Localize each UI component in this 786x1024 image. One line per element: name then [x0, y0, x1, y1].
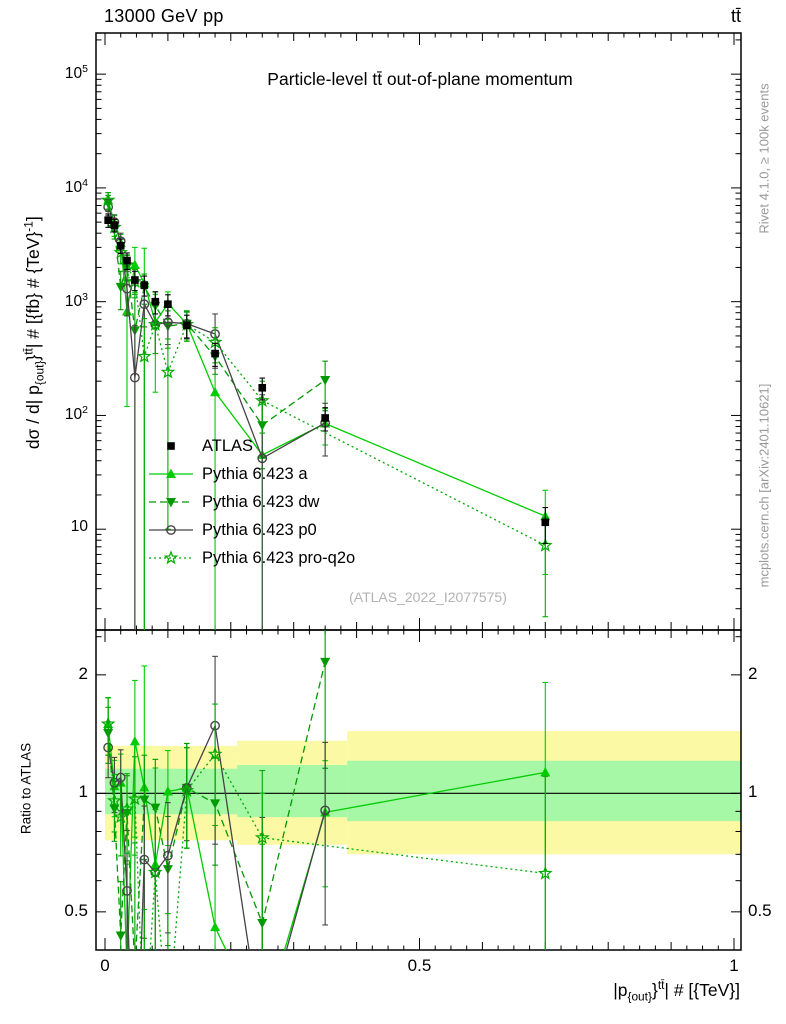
legend-label: Pythia 6.423 dw [202, 492, 320, 511]
xtick-1: 1 [729, 956, 739, 975]
rivet-version-credit: Rivet 4.1.0, ≥ 100k events [756, 83, 772, 234]
y-axis-label-main: dσ / d| p{out}}tt̄| # [{fb} # {TeV}-1] [21, 216, 47, 450]
ytick-ratio-left-1: 1 [78, 782, 88, 802]
xtick-0: 0 [100, 956, 110, 975]
ytick-ratio-left-2: 2 [78, 663, 88, 683]
series-atlas-main [104, 213, 550, 544]
x-axis-label: |p{out}}tt̄| # [{TeV}] [613, 978, 740, 1004]
mcplots-credit: mcplots.cern.ch [arXiv:2401.10621] [756, 383, 772, 588]
legend-label: ATLAS [202, 436, 254, 455]
ytick-ratio-right-1: 1 [748, 782, 758, 802]
xtick-0.5: 0.5 [407, 956, 432, 975]
legend-label: Pythia 6.423 pro-q2o [202, 548, 356, 567]
ytick-main-1e1: 10 [70, 518, 88, 536]
ratio-uncertainty-bands [105, 731, 741, 855]
y-axis-label-ratio: Ratio to ATLAS [18, 742, 34, 835]
legend-item-pythia-6-423-pro-q2o: Pythia 6.423 pro-q2o [147, 544, 355, 572]
ratio-band-green [237, 765, 348, 818]
ytick-main-1e5: 105 [64, 63, 88, 83]
legend-item-atlas: ATLAS [147, 432, 355, 460]
legend-label: Pythia 6.423 p0 [202, 520, 317, 539]
ytick-main-1e2: 102 [64, 404, 88, 424]
legend-item-pythia-6-423-p0: Pythia 6.423 p0 [147, 516, 355, 544]
process-label: tt̄ [730, 6, 741, 26]
legend-marker-pythia-6-423-a [149, 468, 193, 478]
ytick-main-1e3: 103 [64, 290, 88, 310]
plot-title: Particle-level tt̄ out-of-plane momentum [267, 69, 573, 89]
beam-energy-label: 13000 GeV pp [104, 6, 224, 26]
legend-marker-pythia-6-423-p0 [149, 525, 193, 535]
legend-item-pythia-6-423-a: Pythia 6.423 a [147, 460, 355, 488]
ratio-panel-frame [95, 629, 742, 951]
analysis-id-watermark: (ATLAS_2022_I2077575) [349, 589, 507, 605]
legend-marker-pythia-6-423-dw [149, 498, 193, 508]
axis-ticks [96, 33, 741, 951]
legend: ATLAS Pythia 6.423 a Pythia 6.423 dw Pythia… [147, 432, 355, 572]
legend-marker-pythia-6-423-pro-q2o [149, 550, 193, 565]
series-pythia-6-423-pro-q2o-ratio [100, 697, 553, 950]
ytick-ratio-right-2: 2 [748, 663, 758, 683]
ytick-ratio-right-0.5: 0.5 [748, 900, 772, 920]
legend-label: Pythia 6.423 a [202, 464, 308, 483]
legend-item-pythia-6-423-dw: Pythia 6.423 dw [147, 488, 355, 516]
ytick-ratio-left-0.5: 0.5 [64, 900, 88, 920]
legend-marker-atlas [167, 442, 175, 450]
ytick-main-1e4: 104 [64, 176, 88, 197]
